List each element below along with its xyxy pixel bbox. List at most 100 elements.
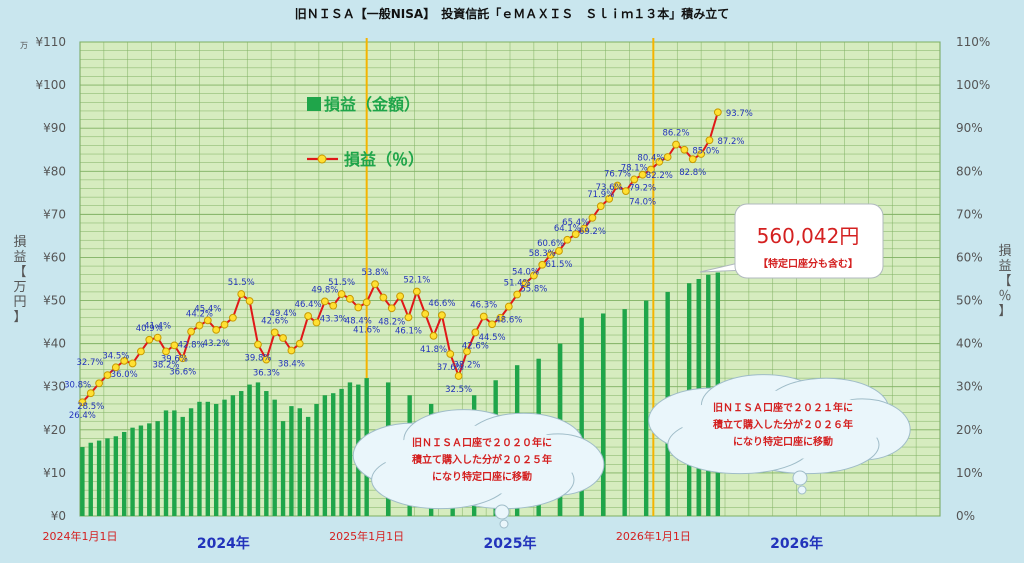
- line-marker: [630, 175, 639, 184]
- bar: [347, 382, 353, 516]
- line-marker: [412, 287, 421, 296]
- line-marker: [86, 389, 95, 398]
- bar: [600, 313, 606, 516]
- line-marker: [429, 331, 438, 340]
- data-label: 58.3%: [529, 249, 556, 259]
- data-label: 32.7%: [76, 358, 103, 368]
- bar: [130, 427, 135, 516]
- data-label: 69.2%: [579, 227, 606, 237]
- line-marker: [663, 153, 672, 161]
- legend-bar-swatch: [307, 97, 321, 111]
- line-marker: [379, 293, 388, 302]
- line-marker: [362, 298, 371, 307]
- bar: [172, 410, 177, 516]
- data-label: 53.8%: [362, 268, 389, 278]
- data-label: 46.4%: [295, 300, 322, 310]
- line-marker: [613, 181, 622, 190]
- bar: [138, 425, 144, 516]
- data-label: 49.8%: [311, 285, 338, 295]
- y-left-tick-label: ¥20: [43, 423, 66, 437]
- data-label: 48.2%: [378, 317, 405, 327]
- y-left-axis-label: 損: [13, 235, 26, 250]
- data-label: 54.0%: [512, 267, 539, 277]
- bar: [314, 403, 319, 516]
- y-left-tick-label: ¥30: [43, 380, 66, 394]
- y-right-axis-label: 【: [998, 274, 1011, 289]
- line-marker: [713, 108, 722, 117]
- y-left-tick-label: ¥100: [35, 78, 66, 92]
- data-label: 42.6%: [462, 341, 489, 351]
- line-marker: [203, 316, 212, 325]
- bar: [622, 309, 627, 516]
- y-left-tick-label: ¥60: [43, 250, 66, 264]
- bar: [197, 401, 202, 516]
- cloud-text-line: になり特定口座に移動: [432, 470, 532, 483]
- data-label: 79.2%: [629, 184, 656, 194]
- bar: [264, 391, 269, 516]
- legend-label-amount: 損益（金額）: [324, 95, 420, 114]
- cloud-tail-bubble: [499, 519, 509, 529]
- line-marker: [279, 334, 287, 342]
- data-label: 46.1%: [395, 326, 422, 336]
- line-marker: [78, 398, 87, 407]
- y-right-tick-label: 60%: [956, 250, 983, 264]
- line-marker: [111, 363, 120, 372]
- line-marker: [120, 356, 129, 365]
- line-marker: [697, 150, 706, 158]
- data-label: 44.2%: [186, 310, 213, 320]
- data-label: 38.4%: [278, 360, 305, 370]
- line-marker: [128, 359, 137, 368]
- y-right-tick-label: 40%: [956, 337, 983, 351]
- data-label: 46.6%: [428, 299, 455, 309]
- data-label: 93.7%: [726, 109, 753, 119]
- line-marker: [95, 379, 104, 388]
- line-marker: [421, 310, 430, 318]
- y-left-unit-tag: 万: [20, 41, 28, 50]
- line-marker: [371, 280, 379, 289]
- bar: [239, 391, 244, 516]
- data-label: 39.6%: [161, 354, 188, 364]
- line-marker: [396, 292, 405, 301]
- line-marker: [705, 136, 714, 145]
- data-label: 60.6%: [537, 239, 564, 249]
- legend-marker-swatch: [317, 154, 327, 164]
- y-right-tick-label: 20%: [956, 423, 983, 437]
- data-label: 41.4%: [144, 322, 171, 332]
- line-marker: [162, 347, 170, 356]
- data-label: 65.4%: [562, 218, 589, 228]
- data-label: 28.5%: [77, 402, 104, 412]
- data-label: 43.2%: [203, 339, 230, 349]
- data-label: 64.1%: [554, 224, 581, 234]
- line-marker: [387, 304, 396, 313]
- y-right-tick-label: 10%: [956, 466, 983, 480]
- y-right-tick-label: 90%: [956, 121, 983, 135]
- line-marker: [471, 328, 480, 337]
- bar: [297, 408, 302, 516]
- line-marker: [178, 354, 187, 363]
- line-marker: [504, 302, 513, 311]
- y-right-tick-label: 100%: [956, 78, 990, 92]
- line-marker: [170, 341, 179, 350]
- data-label: 55.8%: [520, 285, 547, 295]
- line-marker: [488, 320, 496, 329]
- bar: [579, 317, 584, 516]
- cloud-text-line: になり特定口座に移動: [733, 435, 833, 448]
- bar: [272, 399, 277, 516]
- y-left-tick-label: ¥10: [43, 466, 66, 480]
- data-label: 39.8%: [244, 353, 271, 363]
- line-marker: [529, 271, 538, 280]
- bar: [80, 447, 85, 516]
- x-date-label: 2025年1月1日: [329, 529, 404, 543]
- bar: [155, 421, 160, 516]
- data-label: 76.7%: [604, 169, 631, 179]
- data-label: 40.9%: [136, 324, 163, 334]
- line-marker: [571, 230, 580, 239]
- value-callout-amount: 560,042円: [757, 224, 860, 248]
- bar: [230, 395, 236, 516]
- line-marker: [688, 155, 697, 164]
- line-marker: [513, 290, 522, 299]
- bar: [222, 399, 227, 516]
